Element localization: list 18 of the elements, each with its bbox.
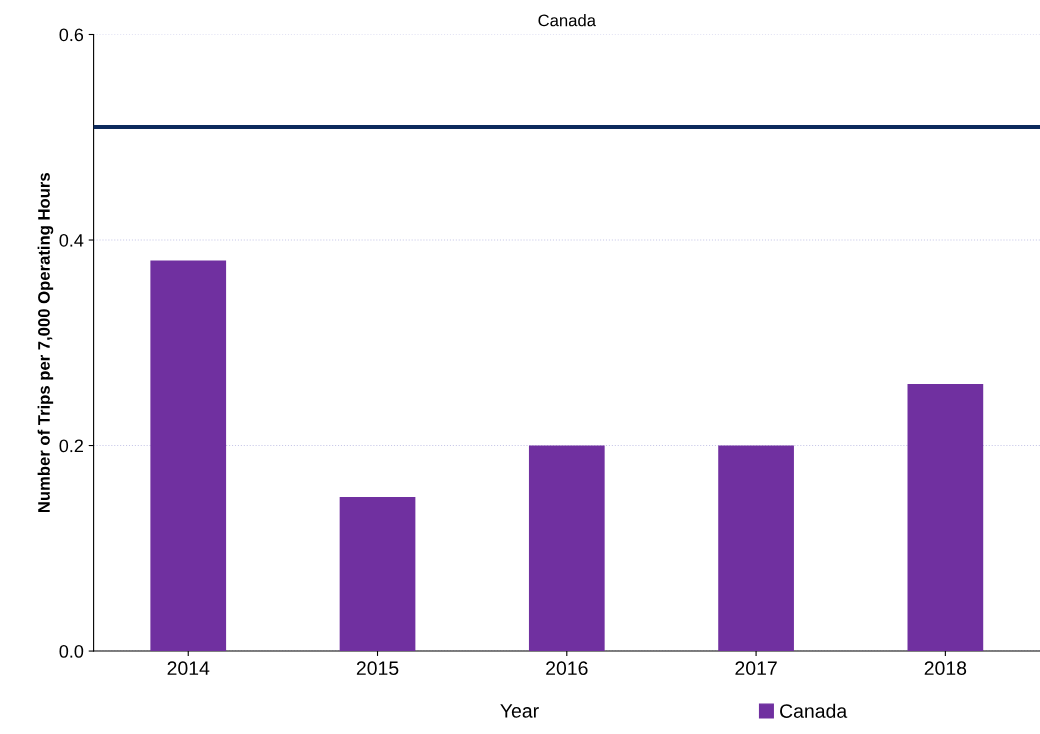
bar	[150, 260, 227, 652]
y-axis-title: Number of Trips per 7,000 Operating Hours	[37, 173, 54, 513]
y-tick-label: 0.0	[59, 644, 84, 658]
bar	[339, 496, 416, 652]
x-tick-label: 2015	[356, 661, 399, 676]
x-axis-title: Year	[500, 704, 539, 718]
y-tick-label: 0.6	[59, 28, 84, 42]
x-tick-label: 2017	[735, 661, 777, 676]
x-tick-label: 2018	[924, 661, 967, 676]
bar	[907, 383, 984, 652]
y-tick-label: 0.4	[59, 233, 84, 247]
x-tick-label: 2016	[546, 661, 588, 676]
bar	[718, 445, 794, 652]
chart-title: Canada	[538, 14, 596, 27]
y-tick-label: 0.2	[59, 439, 83, 453]
legend-label: Canada	[780, 703, 848, 718]
bar	[528, 445, 605, 652]
x-tick-label: 2014	[167, 661, 210, 676]
